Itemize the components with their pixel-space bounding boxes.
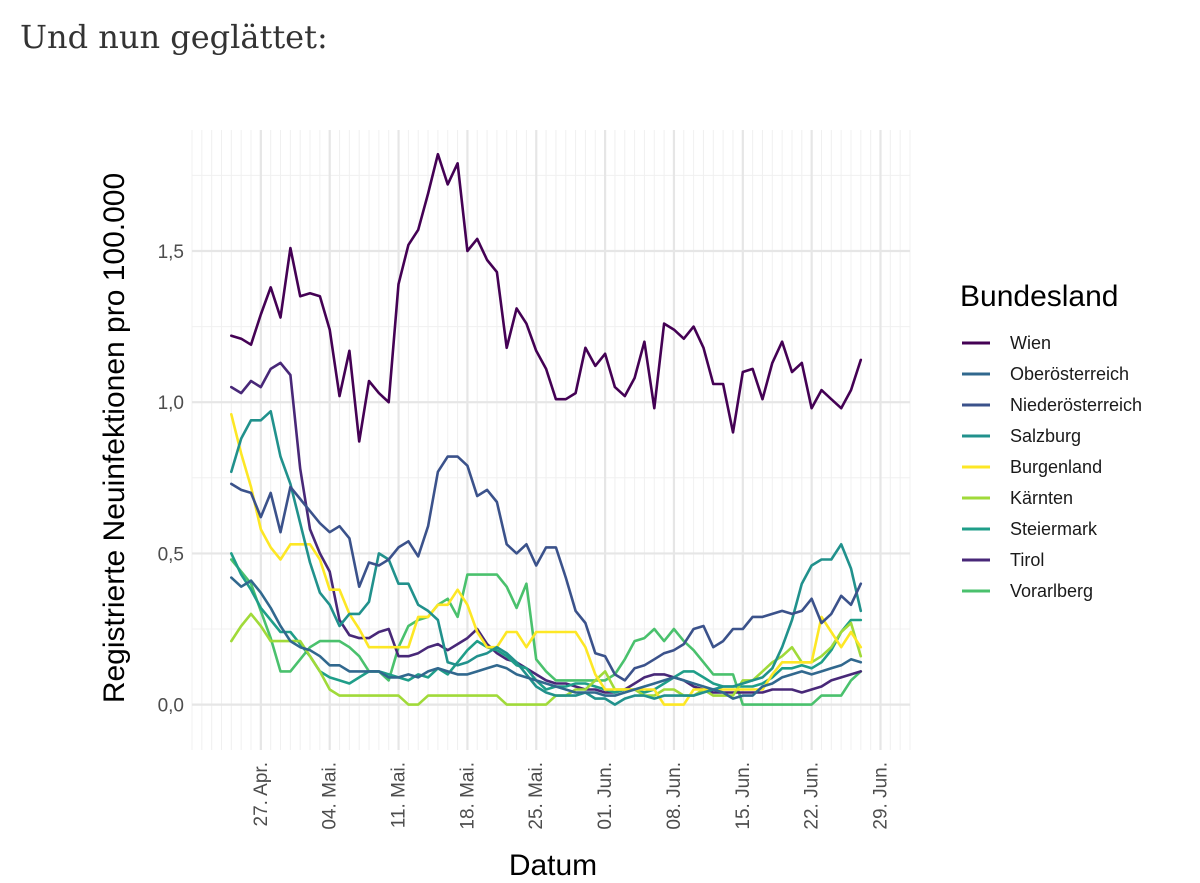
legend-label: Oberösterreich bbox=[1010, 364, 1129, 384]
series-line-wien bbox=[230, 152, 863, 443]
legend-label: Niederösterreich bbox=[1010, 395, 1142, 415]
legend-title: Bundesland bbox=[960, 280, 1118, 313]
y-axis-title: Registrierte Neuinfektionen pro 100.000 bbox=[98, 173, 131, 703]
minor-gridlines bbox=[191, 130, 911, 750]
series-line-nieder-sterreich bbox=[230, 455, 863, 682]
y-axis-tick-labels: 0,0 0,5 1,0 1,5 bbox=[158, 242, 184, 717]
x-tick-label: 08. Jun. bbox=[664, 762, 685, 830]
y-tick-label: 1,0 bbox=[158, 393, 184, 414]
y-tick-label: 0,5 bbox=[158, 544, 184, 565]
x-tick-label: 01. Jun. bbox=[595, 762, 616, 830]
x-tick-label: 11. Mai. bbox=[389, 762, 410, 828]
series-line-burgenland bbox=[230, 412, 863, 706]
y-tick-label: 0,0 bbox=[158, 696, 184, 717]
legend: Bundesland Wien Oberösterreich Niederöster… bbox=[960, 280, 1142, 601]
x-tick-label: 18. Mai. bbox=[457, 762, 478, 830]
x-tick-label: 22. Jun. bbox=[802, 762, 823, 830]
series-line-k-rnten bbox=[230, 612, 863, 706]
series-lines bbox=[230, 152, 863, 706]
series-line-salzburg bbox=[230, 409, 863, 706]
x-axis-tick-labels: 27. Apr. 04. Mai. 11. Mai. 18. Mai. 25. Mai.… bbox=[251, 762, 892, 830]
x-tick-label: 04. Mai. bbox=[320, 762, 341, 830]
series-line-vorarlberg bbox=[230, 558, 863, 706]
legend-label: Burgenland bbox=[1010, 457, 1102, 477]
legend-label: Wien bbox=[1010, 333, 1051, 353]
page-heading: Und nun geglättet: bbox=[20, 18, 328, 56]
x-tick-label: 27. Apr. bbox=[251, 762, 272, 826]
x-tick-label: 15. Jun. bbox=[733, 762, 754, 830]
y-tick-label: 1,5 bbox=[158, 242, 184, 263]
legend-label: Steiermark bbox=[1010, 519, 1098, 539]
series-line-steiermark bbox=[230, 552, 863, 694]
legend-label: Salzburg bbox=[1010, 426, 1081, 446]
x-tick-label: 29. Jun. bbox=[870, 762, 891, 830]
x-axis-title: Datum bbox=[509, 849, 597, 882]
legend-label: Tirol bbox=[1010, 550, 1044, 570]
series-line-ober-sterreich bbox=[230, 576, 863, 700]
x-tick-label: 25. Mai. bbox=[526, 762, 547, 830]
legend-label: Vorarlberg bbox=[1010, 581, 1093, 601]
legend-label: Kärnten bbox=[1010, 488, 1073, 508]
